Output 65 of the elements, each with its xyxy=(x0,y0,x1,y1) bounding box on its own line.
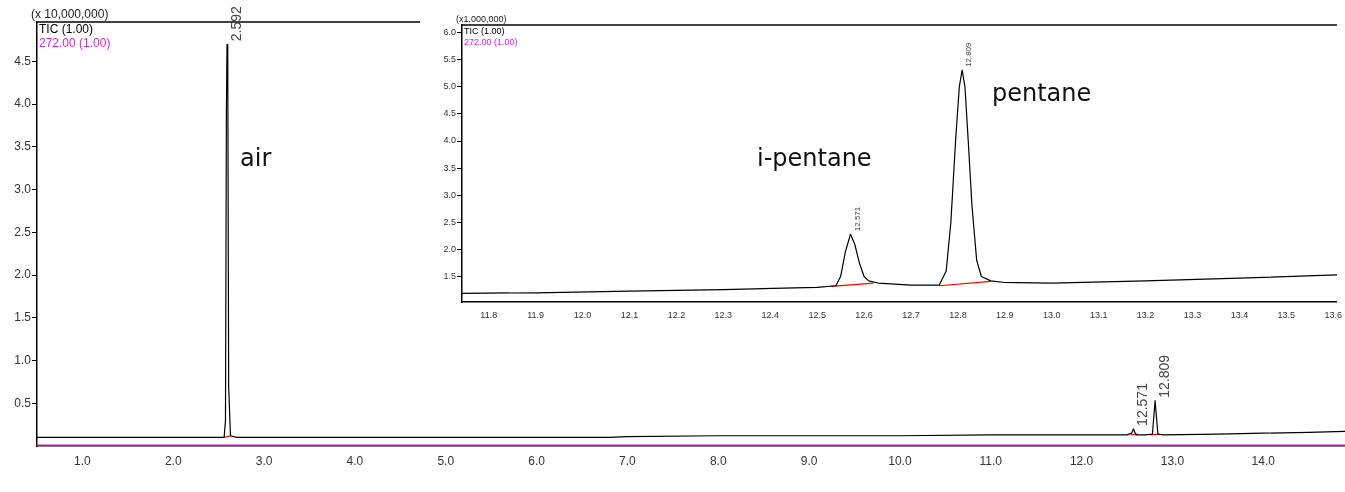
annotation: 12.809 xyxy=(1155,354,1172,398)
x-tick-label: 9.0 xyxy=(800,453,818,468)
y-tick-label: 3.5 xyxy=(443,162,456,173)
x-tick-label: 2.0 xyxy=(164,453,182,468)
y-tick-label: 0.5 xyxy=(14,395,32,410)
annotation: 12.809 xyxy=(964,41,974,67)
y-axis-title: (x 10,000,000) xyxy=(31,7,109,22)
x-tick-label: 13.0 xyxy=(1160,453,1185,468)
y-tick-label: 2.0 xyxy=(14,267,32,282)
annotation: air xyxy=(240,144,272,173)
x-tick-label: 3.0 xyxy=(255,453,273,468)
y-tick-label: 2.5 xyxy=(443,216,456,227)
x-tick-label: 7.0 xyxy=(619,453,637,468)
x-tick-label: 1.0 xyxy=(74,453,92,468)
annotation: 12.571 xyxy=(852,206,862,232)
x-tick-label: 13.6 xyxy=(1324,309,1343,320)
x-tick-label: 13.2 xyxy=(1136,309,1155,320)
y-tick-label: 2.0 xyxy=(443,243,456,254)
x-tick-label: 13.1 xyxy=(1089,309,1108,320)
x-tick-label: 13.5 xyxy=(1277,309,1296,320)
x-tick-label: 12.6 xyxy=(855,309,873,320)
x-tick-label: 13.4 xyxy=(1230,309,1249,320)
text: 272.00 (1.00) xyxy=(39,36,111,51)
y-tick-label: 2.5 xyxy=(14,224,32,239)
x-tick-label: 12.2 xyxy=(667,309,686,320)
text: TIC (1.00) xyxy=(464,25,505,36)
y-tick-label: 1.0 xyxy=(14,352,32,367)
y-tick-label: 3.5 xyxy=(14,139,32,154)
x-tick-label: 12.5 xyxy=(808,309,826,320)
x-tick-label: 12.4 xyxy=(761,309,780,320)
x-tick-label: 12.3 xyxy=(714,309,733,320)
x-tick-label: 12.9 xyxy=(996,309,1014,320)
x-tick-label: 12.1 xyxy=(620,309,639,320)
x-tick-label: 11.0 xyxy=(979,453,1003,468)
x-tick-label: 11.8 xyxy=(480,309,498,320)
x-tick-label: 12.8 xyxy=(949,309,967,320)
x-tick-label: 14.0 xyxy=(1251,453,1276,468)
x-tick-label: 12.0 xyxy=(573,309,592,320)
text: TIC (1.00) xyxy=(39,22,94,37)
x-tick-label: 13.0 xyxy=(1042,309,1061,320)
y-tick-label: 3.0 xyxy=(443,189,456,200)
x-tick-label: 8.0 xyxy=(709,453,727,468)
y-tick-label: 4.5 xyxy=(14,53,32,68)
annotation: 2.592 xyxy=(227,5,244,42)
annotation: 12.571 xyxy=(1134,382,1151,426)
x-tick-label: 12.0 xyxy=(1069,453,1094,468)
x-tick-label: 12.7 xyxy=(902,309,920,320)
y-tick-label: 1.5 xyxy=(443,271,456,282)
y-tick-label: 4.5 xyxy=(443,108,456,119)
y-tick-label: 5.0 xyxy=(443,81,456,92)
x-tick-label: 10.0 xyxy=(888,453,912,468)
y-axis-title: (x1,000,000) xyxy=(456,13,507,24)
y-tick-label: 4.0 xyxy=(14,96,32,111)
y-tick-label: 4.0 xyxy=(443,135,456,146)
annotation: 272.00 (1.00) xyxy=(464,36,518,47)
x-tick-label: 11.9 xyxy=(527,309,545,320)
y-tick-label: 1.5 xyxy=(14,310,32,325)
annotation: i-pentane xyxy=(757,144,872,173)
annotation: pentane xyxy=(992,79,1092,108)
y-tick-label: 5.5 xyxy=(443,54,456,65)
x-tick-label: 13.3 xyxy=(1183,309,1202,320)
y-tick-label: 6.0 xyxy=(443,27,456,38)
y-tick-label: 3.0 xyxy=(14,181,32,196)
x-tick-label: 6.0 xyxy=(528,453,546,468)
x-tick-label: 4.0 xyxy=(346,453,364,468)
